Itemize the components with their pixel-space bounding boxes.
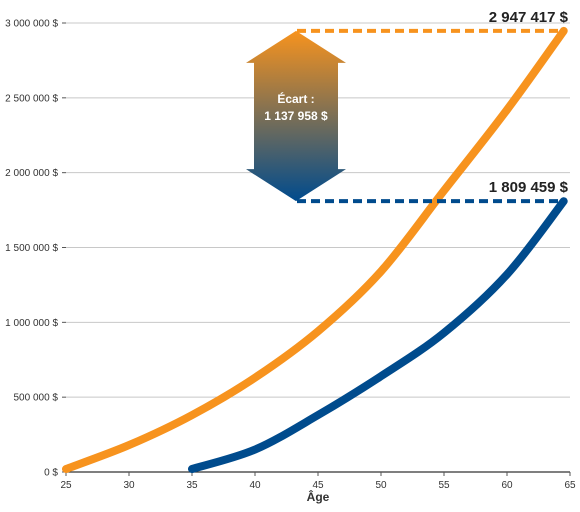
gap-label-line2: 1 137 958 $ (264, 109, 328, 123)
y-tick-label: 1 500 000 $ (5, 243, 58, 254)
x-tick-label: 30 (123, 480, 135, 491)
axis-layer: 0 $ 500 000 $ 1 000 000 $ 1 500 000 $ 2 000 … (5, 19, 576, 492)
x-tick-label: 55 (438, 480, 450, 491)
x-tick-label: 40 (249, 480, 261, 491)
x-tick-label: 50 (375, 480, 387, 491)
y-tick-label: 0 $ (44, 468, 58, 479)
y-tick-label: 2 500 000 $ (5, 93, 58, 104)
series-line-1 (188, 197, 568, 473)
series-end-label-0: 2 947 417 $ (489, 9, 569, 26)
x-tick-label: 65 (564, 480, 576, 491)
gap-label-line1: Écart : (277, 91, 314, 106)
y-tick-label: 2 000 000 $ (5, 168, 58, 179)
x-tick-label: 25 (60, 480, 72, 491)
y-tick-label: 3 000 000 $ (5, 19, 58, 30)
series-end-label-1: 1 809 459 $ (489, 179, 569, 196)
x-tick-label: 35 (186, 480, 198, 491)
annotation-layer: Écart : 1 137 958 $ (246, 30, 346, 202)
x-tick-label: 45 (312, 480, 324, 491)
gap-arrow (246, 30, 346, 202)
series-layer: 2 947 417 $ 1 809 459 $ (62, 9, 569, 473)
series-line-0 (62, 26, 568, 473)
x-axis-title: Âge (307, 489, 330, 504)
y-tick-label: 1 000 000 $ (5, 318, 58, 329)
x-tick-label: 60 (501, 480, 513, 491)
y-tick-label: 500 000 $ (14, 393, 59, 404)
